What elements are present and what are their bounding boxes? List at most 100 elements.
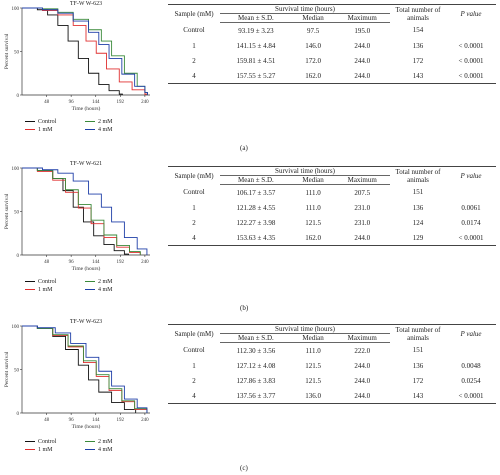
cell-sample: 4 xyxy=(168,230,220,246)
cell-p-value: < 0.0001 xyxy=(446,388,496,404)
legend-swatch-1mm xyxy=(25,449,35,451)
header-survival-time: Survival time (hours) xyxy=(220,324,390,334)
legend-swatch-2mm xyxy=(85,281,95,283)
legend-control: Control xyxy=(25,278,56,286)
panel-a: TF-W W-623 0 50 100 48 96 144 192 240 Percent sur… xyxy=(0,0,500,158)
header-median: Median xyxy=(291,175,335,185)
caption-b: (b) xyxy=(240,304,249,312)
x-tick-label: 48 xyxy=(44,260,50,265)
x-tick-label: 96 xyxy=(69,100,75,105)
x-tick-label: 144 xyxy=(92,100,100,105)
header-survival-time: Survival time (hours) xyxy=(220,4,390,14)
y-tick-label: 100 xyxy=(12,7,20,12)
x-tick-label: 240 xyxy=(141,100,149,105)
panel-c: TF-W W-623 0 50 100 48 96 144 192 240 Percent sur… xyxy=(0,318,500,475)
header-p-value: P value xyxy=(446,324,496,343)
cell-mean: 141.15 ± 4.84 xyxy=(236,41,276,50)
cell-sample: 1 xyxy=(192,203,196,212)
legend-swatch-control xyxy=(25,441,35,443)
legend-swatch-2mm xyxy=(85,441,95,443)
cell-sample: 4 xyxy=(168,68,220,84)
header-mean: Mean ± S.D. xyxy=(220,175,292,185)
series-line-control xyxy=(22,7,123,95)
x-tick-label: 192 xyxy=(117,418,125,423)
cell-maximum: 244.0 xyxy=(354,41,371,50)
cell-p-value: 0.0061 xyxy=(461,203,481,212)
cell-p-value: 0.0254 xyxy=(461,376,481,385)
y-tick-label: 50 xyxy=(14,211,20,216)
cell-sample: 2 xyxy=(192,56,196,65)
cell-sample: 1 xyxy=(192,41,196,50)
table-row: 2 122.27 ± 3.98 121.5 231.0 124 0.0174 xyxy=(168,215,496,230)
legend-2mm: 2 mM xyxy=(85,118,113,126)
cell-maximum: 244.0 xyxy=(354,361,371,370)
table-row: 4 137.56 ± 3.77 136.0 244.0 143 < 0.0001 xyxy=(168,388,496,404)
header-sample: Sample (mM) xyxy=(168,4,220,23)
cell-maximum: 195.0 xyxy=(354,26,371,35)
cell-total: 136 xyxy=(412,41,424,50)
stats-table-a: Sample (mM) Survival time (hours) Total nu… xyxy=(168,4,496,84)
x-tick-label: 48 xyxy=(44,100,50,105)
table-row: Control 112.30 ± 3.56 111.0 222.0 151 xyxy=(168,343,496,359)
cell-median: 136.0 xyxy=(291,388,335,404)
x-tick-label: 48 xyxy=(44,418,50,423)
legend-swatch-control xyxy=(25,121,35,123)
y-tick-label: 100 xyxy=(12,325,20,330)
cell-maximum: 244.0 xyxy=(334,68,390,84)
legend-4mm: 4 mM xyxy=(85,286,113,294)
cell-sample: Control xyxy=(183,346,205,355)
cell-total: 172 xyxy=(412,56,424,65)
header-mean: Mean ± S.D. xyxy=(220,13,292,23)
cell-total: 172 xyxy=(412,376,424,385)
chart-title: TF-W W-621 xyxy=(70,161,102,167)
header-total: Total number of animals xyxy=(390,324,446,343)
caption-c: (c) xyxy=(240,464,248,472)
cell-p-value: 0.0048 xyxy=(461,361,481,370)
series-line-mm2 xyxy=(22,325,148,413)
header-total: Total number of animals xyxy=(390,166,446,185)
cell-sample: Control xyxy=(183,188,205,197)
cell-mean: 137.56 ± 3.77 xyxy=(220,388,292,404)
cell-mean: 112.30 ± 3.56 xyxy=(236,346,276,355)
header-sample: Sample (mM) xyxy=(168,324,220,343)
cell-sample: 2 xyxy=(192,218,196,227)
table-row: 1 127.12 ± 4.08 121.5 244.0 136 0.0048 xyxy=(168,358,496,373)
legend-swatch-control xyxy=(25,281,35,283)
series-line-mm4 xyxy=(22,167,148,255)
chart-title: TF-W W-623 xyxy=(70,1,102,7)
cell-sample: 1 xyxy=(192,361,196,370)
legend-swatch-1mm xyxy=(25,129,35,131)
cell-median: 172.0 xyxy=(305,56,321,65)
y-tick-label: 100 xyxy=(12,167,20,172)
cell-p-value: < 0.0001 xyxy=(446,230,496,246)
x-tick-label: 144 xyxy=(92,418,100,423)
cell-sample: 4 xyxy=(168,388,220,404)
chart-svg: TF-W W-621 0 50 100 48 96 144 192 240 Percent sur… xyxy=(4,161,150,272)
y-tick-label: 50 xyxy=(14,51,20,56)
cell-mean: 121.28 ± 4.55 xyxy=(236,203,276,212)
header-sample: Sample (mM) xyxy=(168,166,220,185)
cell-median: 111.0 xyxy=(305,188,321,197)
cell-total: 154 xyxy=(412,26,424,35)
table-row: 2 159.81 ± 4.51 172.0 244.0 172 < 0.0001 xyxy=(168,53,496,68)
cell-total: 136 xyxy=(412,361,424,370)
cell-maximum: 231.0 xyxy=(354,203,371,212)
legend-2mm: 2 mM xyxy=(85,278,113,286)
legend-swatch-2mm xyxy=(85,121,95,123)
legend-2mm: 2 mM xyxy=(85,438,113,446)
table-row: Control 93.19 ± 3.23 97.5 195.0 154 xyxy=(168,23,496,39)
x-tick-label: 240 xyxy=(141,418,149,423)
cell-mean: 127.12 ± 4.08 xyxy=(236,361,276,370)
cell-median: 162.0 xyxy=(291,230,335,246)
y-axis-label: Percent survival xyxy=(4,33,10,69)
legend-swatch-4mm xyxy=(85,129,95,131)
header-p-value: P value xyxy=(446,166,496,185)
panel-b: TF-W W-621 0 50 100 48 96 144 192 240 Percent sur… xyxy=(0,160,500,316)
cell-median: 111.0 xyxy=(305,346,321,355)
cell-p-value xyxy=(446,343,496,359)
table-row: 2 127.86 ± 3.83 121.5 244.0 172 0.0254 xyxy=(168,373,496,388)
legend-swatch-4mm xyxy=(85,289,95,291)
cell-maximum: 244.0 xyxy=(354,376,371,385)
legend-swatch-1mm xyxy=(25,289,35,291)
cell-median: 121.5 xyxy=(305,361,321,370)
